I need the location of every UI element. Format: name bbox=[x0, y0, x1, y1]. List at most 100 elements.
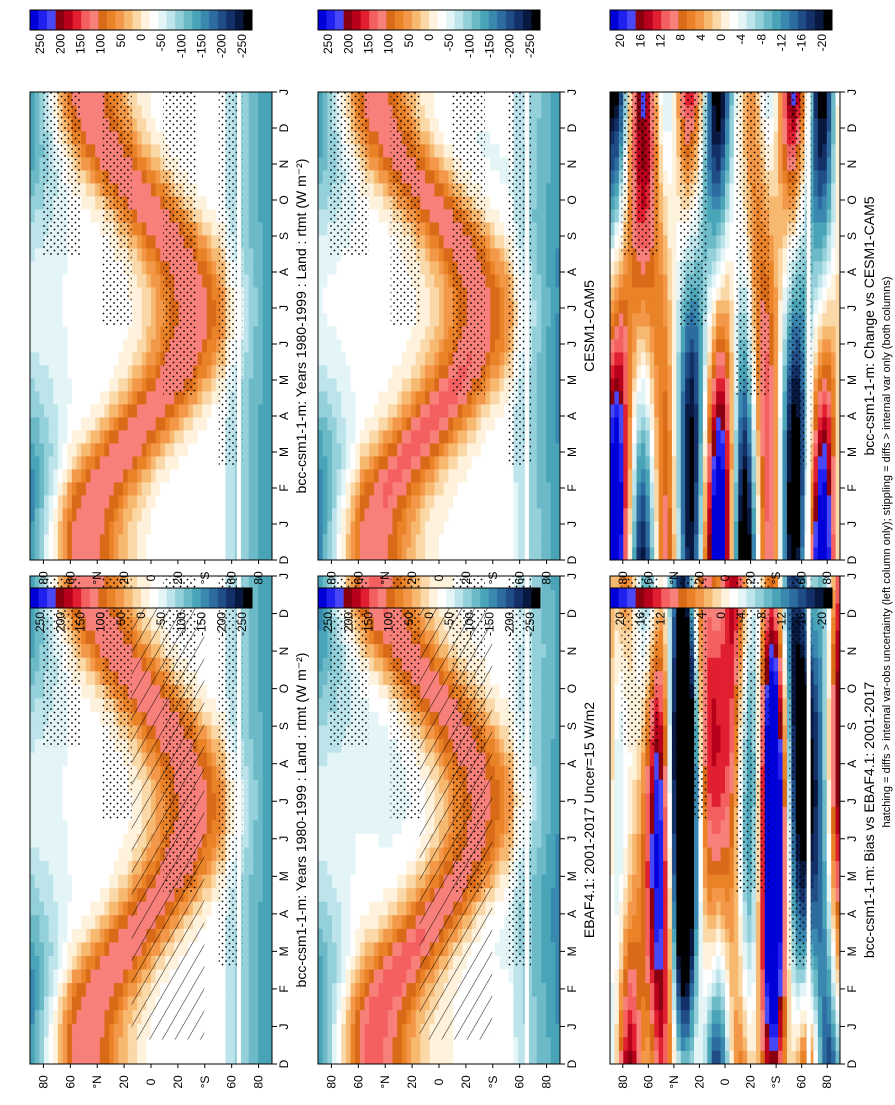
heatmap-cell bbox=[267, 942, 273, 956]
heatmap-cell bbox=[99, 928, 105, 943]
heatmap-cell bbox=[452, 1036, 459, 1051]
heatmap-cell bbox=[494, 860, 500, 875]
heatmap-cell bbox=[654, 847, 660, 862]
heatmap-cell bbox=[729, 887, 735, 902]
heatmap-cell bbox=[104, 969, 110, 984]
heatmap-cell bbox=[760, 928, 766, 943]
heatmap-cell bbox=[614, 860, 620, 875]
heatmap-cell bbox=[34, 874, 40, 889]
heatmap-cell bbox=[30, 955, 36, 970]
heatmap-cell bbox=[206, 887, 212, 902]
heatmap-cell bbox=[778, 1050, 783, 1065]
heatmap-cell bbox=[95, 752, 101, 767]
heatmap-cell bbox=[623, 901, 629, 916]
heatmap-cell bbox=[546, 643, 552, 658]
heatmap-cell bbox=[698, 996, 704, 1011]
heatmap-cell bbox=[258, 901, 264, 916]
heatmap-cell bbox=[327, 698, 333, 712]
heatmap-cell bbox=[155, 1050, 161, 1065]
heatmap-cell bbox=[689, 914, 695, 929]
heatmap-cell bbox=[742, 969, 748, 984]
heatmap-cell bbox=[211, 969, 217, 984]
heatmap-cell bbox=[392, 833, 398, 848]
heatmap-cell bbox=[782, 820, 788, 834]
heatmap-cell bbox=[322, 684, 328, 699]
month-tick-label: J bbox=[565, 798, 579, 804]
heatmap-cell bbox=[536, 996, 542, 1011]
heatmap-cell bbox=[747, 982, 752, 997]
heatmap-cell bbox=[267, 874, 273, 889]
heatmap-cell bbox=[822, 928, 828, 943]
heatmap-cell bbox=[262, 725, 268, 740]
heatmap-cell bbox=[322, 860, 328, 875]
heatmap-cell bbox=[760, 1036, 766, 1051]
heatmap-cell bbox=[327, 833, 333, 848]
heatmap-cell bbox=[817, 765, 823, 780]
heatmap-cell bbox=[30, 752, 36, 767]
heatmap-cell bbox=[81, 914, 87, 929]
heatmap-cell bbox=[831, 820, 836, 834]
heatmap-cell bbox=[649, 942, 655, 956]
heatmap-cell bbox=[636, 1050, 642, 1065]
heatmap-cell bbox=[258, 684, 264, 699]
heatmap-cell bbox=[359, 1036, 365, 1051]
heatmap-cell bbox=[318, 874, 324, 889]
heatmap-cell bbox=[341, 860, 347, 875]
heatmap-cell bbox=[817, 847, 823, 862]
heatmap-cell bbox=[786, 874, 792, 889]
heatmap-cell bbox=[645, 914, 651, 929]
heatmap-cell bbox=[494, 765, 500, 780]
heatmap-cell bbox=[322, 1023, 328, 1038]
heatmap-cell bbox=[623, 806, 629, 821]
heatmap-cell bbox=[716, 996, 721, 1011]
heatmap-cell bbox=[411, 914, 417, 929]
heatmap-cell bbox=[636, 887, 642, 902]
heatmap-cell bbox=[649, 779, 655, 794]
heatmap-cell bbox=[392, 1023, 398, 1038]
heatmap-cell bbox=[225, 1050, 231, 1065]
heatmap-cell bbox=[826, 874, 832, 889]
heatmap-cell bbox=[336, 833, 342, 848]
heatmap-cell bbox=[378, 942, 384, 956]
heatmap-cell bbox=[99, 860, 105, 875]
heatmap-cell bbox=[30, 792, 36, 807]
heatmap-cell bbox=[322, 630, 328, 645]
heatmap-cell bbox=[99, 914, 105, 929]
month-tick-label: F bbox=[277, 985, 291, 992]
heatmap-cell bbox=[494, 630, 500, 645]
heatmap-cell bbox=[71, 928, 77, 943]
heatmap-cell bbox=[267, 657, 273, 672]
heatmap-cell bbox=[62, 779, 68, 794]
heatmap-cell bbox=[373, 684, 379, 699]
heatmap-cell bbox=[401, 847, 407, 862]
heatmap-cell bbox=[645, 765, 651, 780]
heatmap-cell bbox=[71, 847, 77, 862]
heatmap-cell bbox=[67, 996, 73, 1011]
heatmap-cell bbox=[248, 847, 254, 862]
heatmap-cell bbox=[711, 942, 717, 956]
heatmap-cell bbox=[43, 860, 50, 875]
heatmap-cell bbox=[694, 1009, 699, 1024]
stippling bbox=[390, 576, 420, 820]
heatmap-cell bbox=[262, 752, 268, 767]
heatmap-cell bbox=[541, 806, 547, 821]
heatmap-cell bbox=[550, 684, 556, 699]
heatmap-cell bbox=[95, 711, 101, 726]
heatmap-cell bbox=[536, 603, 542, 618]
heatmap-cell bbox=[694, 820, 699, 834]
heatmap-cell bbox=[614, 847, 620, 862]
heatmap-cell bbox=[778, 914, 783, 929]
heatmap-cell bbox=[406, 942, 412, 956]
heatmap-cell bbox=[614, 792, 620, 807]
heatmap-cell bbox=[118, 860, 124, 875]
heatmap-cell bbox=[387, 1009, 393, 1024]
heatmap-cell bbox=[676, 1023, 682, 1038]
heatmap-cell bbox=[76, 955, 82, 970]
heatmap-cell bbox=[663, 1023, 668, 1038]
heatmap-cell bbox=[322, 1050, 328, 1065]
heatmap-cell bbox=[773, 942, 779, 956]
heatmap-cell bbox=[43, 820, 50, 834]
heatmap-cell bbox=[760, 996, 766, 1011]
heatmap-cell bbox=[499, 982, 505, 997]
heatmap-cell bbox=[258, 969, 264, 984]
